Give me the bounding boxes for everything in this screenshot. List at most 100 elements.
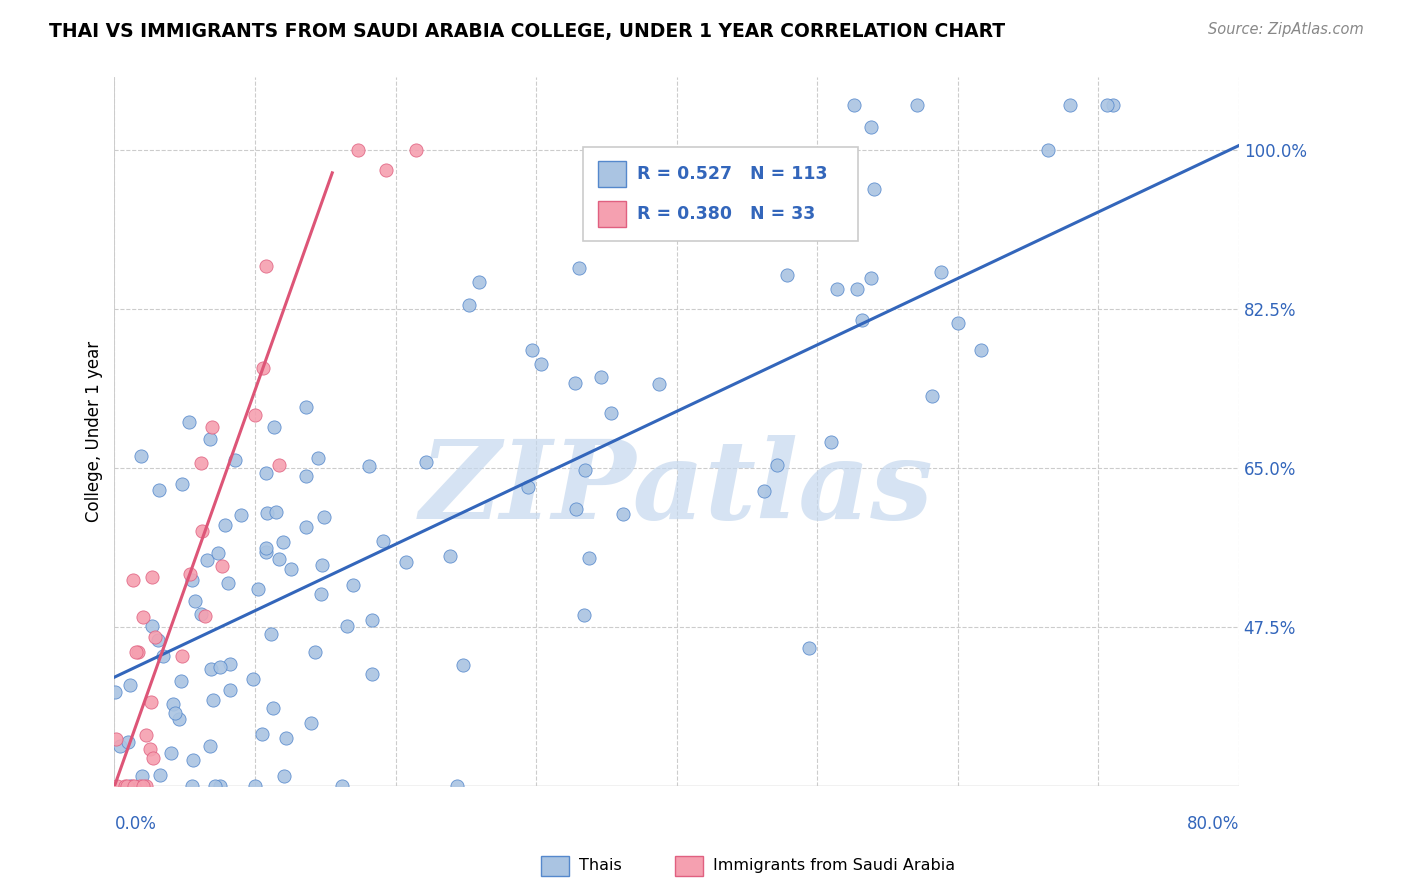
Point — [591, 369, 613, 384]
Point — [131, 779, 153, 793]
Point — [1102, 97, 1125, 112]
Point — [132, 610, 155, 624]
Point — [1036, 143, 1059, 157]
Point — [214, 517, 236, 532]
Point — [209, 779, 232, 793]
Point — [564, 502, 586, 516]
Point — [311, 558, 333, 573]
Point — [129, 450, 152, 464]
Point — [970, 343, 993, 357]
Point — [252, 361, 274, 376]
Point — [105, 732, 128, 747]
Text: R = 0.380   N = 33: R = 0.380 N = 33 — [637, 205, 815, 223]
Point — [224, 453, 246, 467]
Point — [169, 673, 191, 688]
Point — [304, 645, 326, 659]
Text: THAI VS IMMIGRANTS FROM SAUDI ARABIA COLLEGE, UNDER 1 YEAR CORRELATION CHART: THAI VS IMMIGRANTS FROM SAUDI ARABIA COL… — [49, 22, 1005, 41]
Point — [309, 587, 332, 601]
Point — [183, 594, 205, 608]
Point — [347, 143, 370, 157]
Point — [295, 468, 318, 483]
Point — [330, 779, 353, 793]
Point — [143, 630, 166, 644]
Point — [517, 480, 540, 494]
Y-axis label: College, Under 1 year: College, Under 1 year — [86, 342, 103, 523]
Text: Source: ZipAtlas.com: Source: ZipAtlas.com — [1208, 22, 1364, 37]
Point — [254, 541, 277, 555]
Point — [208, 660, 231, 674]
Point — [845, 282, 868, 296]
Point — [405, 143, 427, 157]
Point — [453, 657, 475, 672]
Point — [1059, 97, 1081, 112]
Point — [299, 715, 322, 730]
Point — [765, 458, 787, 472]
Point — [273, 769, 295, 783]
Point — [851, 312, 873, 326]
Point — [799, 641, 821, 656]
Point — [361, 613, 384, 627]
Point — [243, 408, 266, 422]
Point — [946, 316, 969, 330]
Point — [165, 706, 187, 720]
Point — [139, 742, 162, 756]
Point — [198, 432, 221, 446]
Point — [177, 415, 200, 429]
Point — [180, 779, 202, 793]
Point — [149, 768, 172, 782]
Point — [256, 506, 278, 520]
Point — [267, 551, 290, 566]
Text: 0.0%: 0.0% — [114, 815, 156, 833]
Text: 80.0%: 80.0% — [1187, 815, 1239, 833]
Point — [211, 558, 233, 573]
Point — [250, 727, 273, 741]
Point — [120, 678, 142, 692]
Point — [446, 779, 468, 793]
Point — [859, 120, 882, 135]
Point — [181, 753, 204, 767]
Point — [152, 649, 174, 664]
Point — [141, 570, 163, 584]
Point — [754, 484, 776, 499]
Point — [115, 779, 138, 793]
Point — [114, 779, 136, 793]
Point — [129, 779, 152, 793]
Point — [142, 750, 165, 764]
Point — [217, 576, 239, 591]
Point — [170, 648, 193, 663]
Point — [415, 455, 437, 469]
Text: ZIPatlas: ZIPatlas — [419, 434, 934, 542]
Point — [574, 462, 596, 476]
Point — [776, 268, 799, 282]
Point — [229, 508, 252, 522]
Point — [314, 509, 336, 524]
Point — [859, 270, 882, 285]
Point — [141, 618, 163, 632]
Point — [336, 619, 359, 633]
Point — [262, 701, 284, 715]
Point — [457, 298, 479, 312]
Point — [263, 420, 285, 434]
Point — [295, 520, 318, 534]
Point — [167, 712, 190, 726]
Point — [162, 697, 184, 711]
Point — [160, 746, 183, 760]
Point — [195, 553, 218, 567]
Point — [219, 657, 242, 672]
Point — [245, 779, 267, 793]
Point — [190, 607, 212, 621]
Point — [342, 577, 364, 591]
Point — [170, 476, 193, 491]
Point — [179, 566, 201, 581]
Point — [825, 282, 848, 296]
Point — [201, 420, 224, 434]
Point — [254, 259, 277, 273]
Point — [259, 627, 281, 641]
Point — [135, 728, 157, 742]
Point — [122, 574, 145, 588]
Point — [121, 779, 143, 793]
Point — [530, 357, 553, 371]
Point — [200, 662, 222, 676]
Point — [564, 376, 586, 390]
Text: R = 0.527   N = 113: R = 0.527 N = 113 — [637, 165, 827, 183]
